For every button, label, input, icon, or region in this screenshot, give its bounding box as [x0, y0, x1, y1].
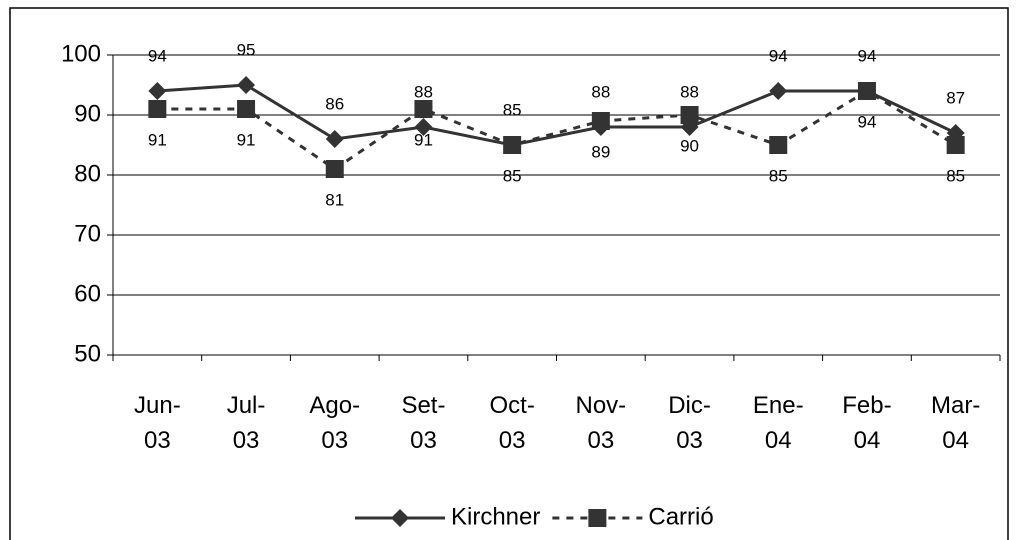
data-label: 95: [237, 40, 256, 59]
data-label: 86: [325, 94, 344, 113]
x-tick-label: Ago-03: [309, 392, 360, 454]
square-marker: [148, 100, 167, 118]
data-label: 94: [857, 112, 876, 131]
x-tick-label: Nov-03: [576, 392, 627, 454]
x-tick-label: Feb-04: [842, 392, 891, 454]
data-label: 91: [414, 130, 433, 149]
square-marker: [946, 136, 965, 154]
data-label: 89: [591, 142, 610, 161]
square-marker: [503, 136, 522, 154]
x-tick-label: Oct-03: [489, 392, 534, 454]
square-marker: [591, 112, 610, 130]
x-tick-label: Dic-03: [668, 392, 711, 454]
data-label: 91: [148, 130, 167, 149]
x-tick-label: Ene-04: [753, 392, 804, 454]
legend-label: Carrió: [648, 503, 713, 530]
data-label: 88: [680, 82, 699, 101]
legend-label: Kirchner: [451, 503, 540, 530]
diamond-marker: [148, 82, 167, 100]
square-marker: [769, 136, 788, 154]
x-tick-label: Jul-03: [227, 392, 266, 454]
data-label: 85: [503, 166, 522, 185]
square-marker: [414, 100, 433, 118]
diamond-marker: [237, 76, 256, 94]
data-label: 88: [591, 82, 610, 101]
x-tick-label: Jun-03: [134, 392, 181, 454]
x-tick-label: Set-03: [401, 392, 445, 454]
chart-border: [9, 7, 1009, 540]
series-line: [157, 89, 957, 171]
data-label: 85: [769, 166, 788, 185]
y-tick-label: 90: [74, 100, 101, 127]
square-marker: [325, 160, 344, 178]
diamond-marker: [769, 82, 788, 100]
data-label: 85: [946, 166, 965, 185]
data-label: 85: [503, 100, 522, 119]
y-tick-label: 80: [74, 160, 101, 187]
data-label: 94: [857, 46, 876, 65]
square-marker: [680, 106, 699, 124]
y-tick-label: 100: [61, 40, 101, 67]
square-marker: [237, 100, 256, 118]
diamond-marker: [325, 130, 344, 148]
square-marker: [588, 509, 607, 527]
data-label: 81: [325, 190, 344, 209]
data-label: 91: [237, 130, 256, 149]
y-tick-label: 60: [74, 280, 101, 307]
square-marker: [857, 82, 876, 100]
data-label: 88: [414, 82, 433, 101]
data-label: 94: [148, 46, 167, 65]
data-label: 90: [680, 136, 699, 155]
diamond-marker: [414, 118, 433, 136]
data-label: 87: [946, 88, 965, 107]
series-line: [157, 83, 957, 147]
y-tick-label: 50: [74, 340, 101, 367]
data-label: 94: [769, 46, 788, 65]
diamond-marker: [391, 509, 409, 527]
y-tick-label: 70: [74, 220, 101, 247]
x-tick-label: Mar-04: [931, 392, 980, 454]
